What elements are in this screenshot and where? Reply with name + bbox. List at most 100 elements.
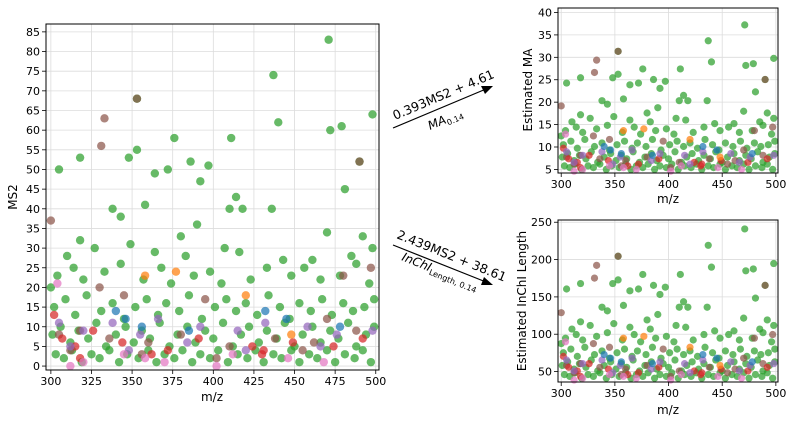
inchi-point-brown [593,261,601,269]
ma-ticks: 300 350 400 450 500 5 10 15 20 25 30 35 40 [538,6,786,191]
ma-point-green [593,125,601,133]
main-y-tick-label: 15 [26,301,40,314]
ma-point-green [637,130,645,138]
ma-x-tick-label: 300 [551,178,572,191]
main-point-green [223,357,233,367]
inchi-point-brown [750,334,758,342]
ma-point-green [633,139,642,147]
main-point-brown [270,334,280,343]
inchi-point-pink [605,370,614,379]
inchi-point-purple [628,354,636,362]
main-point-green [105,346,114,355]
ma-point-green [579,128,587,136]
main-point-green [204,161,213,170]
main-point-pink [319,357,328,367]
main-point-green [150,169,160,178]
inchi-point-green [770,259,778,268]
ma-point-brown [705,155,713,163]
ma-point-green [751,162,760,170]
inchi-point-green [670,338,678,346]
main-point-purple [368,326,377,335]
main-point-green [343,318,353,328]
ma-point-green [662,125,670,133]
inchi-point-pink [632,374,640,382]
main-point-red [118,338,127,347]
ma-point-purple [699,148,707,156]
inchi-point-brown [614,252,622,260]
inchi-point-green [735,336,743,344]
main-point-green [192,220,202,229]
inchi-point-green [763,369,771,377]
inchi-point-blue [617,358,625,366]
main-point-red [248,342,257,351]
main-point-blue [121,314,130,324]
inchi-point-green [703,303,711,311]
main-point-green [368,243,377,253]
main-point-green [360,302,369,312]
inchi-point-green [626,287,634,295]
ma-point-green [676,65,684,73]
main-point-green [365,279,374,288]
inchi-x-tick-label: 400 [658,387,679,400]
ma-point-purple [570,158,578,166]
ma-x-tick-label: 450 [712,178,733,191]
main-point-green [108,204,117,213]
ma-arrow-model-main: MA [426,113,449,133]
main-point-brown [100,114,109,123]
ma-y-tick-label: 40 [538,6,552,19]
ma-point-green [666,141,674,149]
inchi-point-green [716,334,724,342]
ma-arrow-model: MA0.14 [426,106,466,135]
ma-point-green [730,119,738,128]
inchi-point-pink [677,370,686,379]
ma-point-pink [605,162,614,170]
inchi-point-green [596,369,604,377]
main-point-green [90,243,99,253]
main-point-brown [212,354,221,363]
main-point-green [82,291,91,300]
ma-point-green [708,141,717,149]
inchi-point-pink [737,374,746,382]
main-point-green [100,267,109,276]
ma-point-green [767,130,776,138]
inchi-point-green [730,327,738,335]
inchi-point-brown [590,274,599,282]
ma-point-orange [686,135,694,144]
main-point-purple [153,314,163,324]
main-point-orange [171,267,181,276]
main-point-green [316,275,325,284]
ma-point-green [751,88,760,96]
main-point-green [241,298,250,308]
main-point-green [262,263,272,272]
main-point-green [340,184,350,194]
main-y-tick-label: 70 [26,85,40,98]
inchi-point-green [573,352,581,360]
ma-point-purple [686,160,694,168]
main-x-tick-label: 300 [40,375,61,388]
main-point-brown [200,295,210,304]
main-point-blue [184,326,194,335]
main-point-green [59,354,69,363]
ma-point-green [750,139,758,147]
inchi-point-green [664,363,673,371]
main-point-red [88,326,98,335]
main-point-orange [241,291,250,300]
inchi-point-orange [686,343,694,351]
ma-point-brown [614,47,622,55]
inchi-point-pink [714,372,722,381]
main-point-green [262,326,272,335]
main-point-green [150,247,160,257]
inchi-point-green [662,332,670,340]
inchi-point-red [655,363,663,371]
main-point-purple [261,318,270,328]
ma-point-red [565,155,573,163]
inchi-point-brown [761,281,769,289]
main-point-green [129,338,138,347]
inchi-point-blue [748,358,756,366]
ma-point-green [567,137,575,145]
main-point-green [322,346,332,355]
ma-point-green [603,100,611,108]
main-point-red [194,334,203,343]
main-point-green [61,295,70,304]
inchi-point-green [751,370,760,379]
